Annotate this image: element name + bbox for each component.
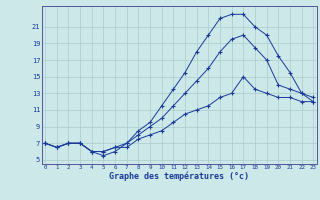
X-axis label: Graphe des températures (°c): Graphe des températures (°c) xyxy=(109,172,249,181)
